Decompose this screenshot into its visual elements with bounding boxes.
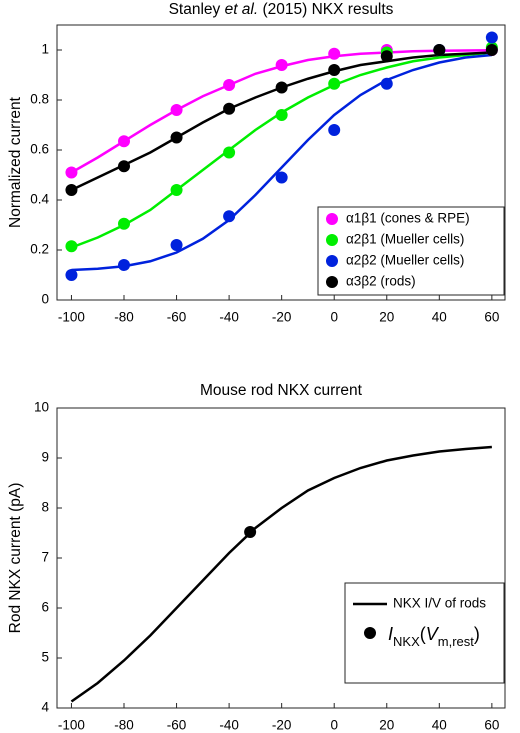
data-point: [275, 59, 288, 71]
axes-box: [56, 24, 506, 301]
data-point: [223, 79, 236, 91]
data-point: [170, 184, 183, 196]
x-tick-label: -40: [219, 310, 239, 325]
marker-point: [244, 526, 257, 538]
x-tick-label: 60: [484, 310, 499, 325]
y-tick-label: 0.4: [30, 192, 49, 207]
x-tick-label: 20: [379, 718, 394, 733]
legend-marker: [364, 627, 376, 639]
y-tick-label: 8: [41, 500, 49, 515]
data-point: [118, 135, 131, 148]
data-point: [65, 184, 78, 196]
text-part: ): [474, 624, 480, 644]
x-tick-label: -100: [58, 718, 85, 733]
text-part: NKX: [393, 634, 420, 649]
text-part: Stanley: [169, 1, 225, 18]
x-tick-label: -20: [272, 310, 292, 325]
legend-marker: [326, 213, 338, 225]
data-point: [223, 210, 236, 223]
chart-title: Mouse rod NKX current: [200, 382, 363, 399]
y-tick-label: 0.6: [30, 142, 49, 157]
legend-box: [317, 206, 505, 296]
x-tick-label: 0: [330, 310, 338, 325]
x-tick-label: -80: [114, 310, 134, 325]
legend-label: α3β2 (rods): [346, 274, 416, 289]
data-point: [485, 44, 498, 56]
x-tick-label: -20: [272, 718, 292, 733]
fit-line: [71, 53, 492, 272]
y-tick-label: 0.2: [30, 242, 49, 257]
data-point: [118, 259, 131, 271]
data-point: [223, 102, 236, 115]
curve: [70, 445, 492, 703]
data-point: [170, 239, 183, 251]
data-point: [170, 104, 183, 116]
data-point: [380, 77, 393, 90]
text-part: m,rest: [438, 634, 475, 649]
data-point: [223, 146, 236, 159]
data-point: [65, 166, 78, 179]
data-point: [118, 217, 131, 230]
x-tick-label: -40: [219, 718, 239, 733]
text-part: V: [426, 624, 440, 644]
y-tick-label: 5: [41, 650, 49, 665]
text-part: (: [420, 624, 426, 644]
data-point: [328, 64, 341, 76]
y-tick-label: 1: [41, 42, 49, 57]
chart-title: Stanley et al. (2015) NKX results: [169, 1, 394, 18]
legend-label: α2β2 (Mueller cells): [346, 253, 464, 268]
data-point: [170, 131, 183, 144]
legend-label: NKX I/V of rods: [393, 596, 486, 611]
y-tick-label: 10: [34, 400, 49, 415]
legend-marker: [326, 276, 338, 288]
fit-line: [70, 51, 492, 192]
y-axis-label: Rod NKX current (pA): [7, 483, 24, 634]
legend-label: α2β1 (Mueller cells): [346, 232, 464, 247]
x-tick-label: -100: [58, 310, 85, 325]
y-tick-label: 6: [41, 600, 49, 615]
data-point: [485, 31, 498, 44]
data-point: [328, 77, 341, 90]
y-tick-label: 0.8: [30, 92, 49, 107]
y-tick-label: 0: [41, 292, 49, 307]
x-tick-label: 40: [432, 310, 447, 325]
x-tick-label: -60: [167, 718, 187, 733]
legend-label: α1β1 (cones & RPE): [346, 211, 470, 226]
x-tick-label: -60: [167, 310, 187, 325]
data-point: [118, 160, 131, 173]
data-point: [65, 240, 78, 253]
text-part: (2015) NKX results: [258, 1, 393, 18]
data-point: [275, 171, 288, 184]
y-tick-label: 4: [41, 700, 49, 715]
x-tick-label: 40: [432, 718, 447, 733]
legend-marker: [326, 255, 338, 267]
data-point: [275, 81, 288, 94]
legend-marker: [326, 234, 338, 246]
data-point: [433, 44, 446, 56]
y-axis-label: Normalized current: [7, 96, 24, 228]
y-tick-label: 9: [41, 450, 49, 465]
x-tick-label: 20: [379, 310, 394, 325]
data-point: [328, 124, 341, 136]
data-point: [275, 109, 288, 121]
x-tick-label: 60: [484, 718, 499, 733]
y-tick-label: 7: [41, 550, 49, 565]
text-part: I: [388, 624, 393, 644]
data-point: [65, 269, 78, 281]
x-tick-label: -80: [114, 718, 134, 733]
data-point: [328, 47, 341, 60]
text-part: et al.: [225, 1, 259, 18]
legend-label: INKX(Vm,rest): [388, 624, 480, 649]
x-tick-label: 0: [330, 718, 338, 733]
data-point: [380, 50, 393, 63]
